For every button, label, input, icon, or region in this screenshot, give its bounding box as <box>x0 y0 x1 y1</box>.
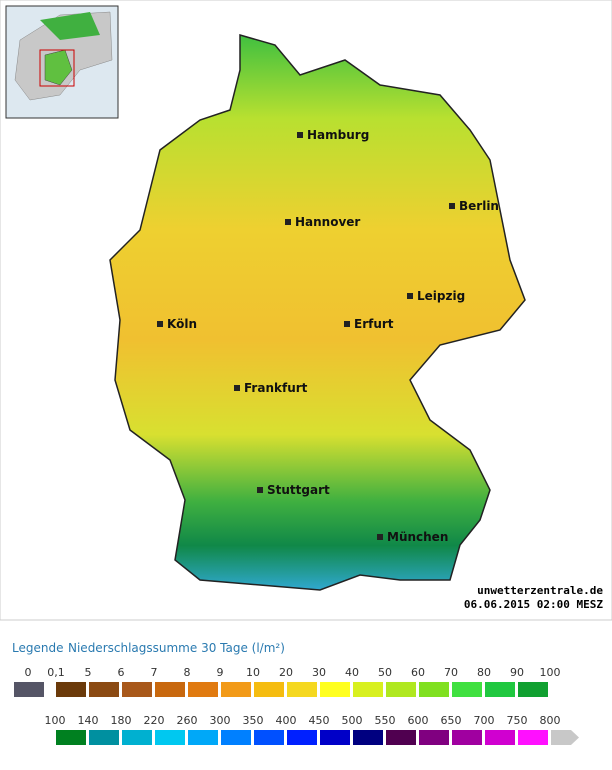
legend-swatch <box>287 730 317 745</box>
city-marker <box>234 385 240 391</box>
legend-swatch <box>518 682 548 697</box>
legend-label: 10 <box>246 666 260 679</box>
city-marker <box>344 321 350 327</box>
legend-label: 180 <box>111 714 132 727</box>
legend-label: 90 <box>510 666 524 679</box>
city-label: Hannover <box>295 215 360 229</box>
city-marker <box>407 293 413 299</box>
legend-label: 100 <box>45 714 66 727</box>
legend-label: 0 <box>25 666 32 679</box>
legend-swatch <box>320 682 350 697</box>
germany <box>109 34 526 591</box>
city-label: Erfurt <box>354 317 394 331</box>
inset-map <box>5 5 119 119</box>
legend-swatch <box>353 730 383 745</box>
city-label: Stuttgart <box>267 483 330 497</box>
legend-swatch <box>353 682 383 697</box>
legend-label: 220 <box>144 714 165 727</box>
legend-title: Legende <box>12 641 63 655</box>
legend-label: 140 <box>78 714 99 727</box>
legend-swatch <box>386 730 416 745</box>
legend-swatch <box>452 730 482 745</box>
legend-swatch <box>221 682 251 697</box>
legend-swatch <box>419 682 449 697</box>
legend-swatch <box>518 730 548 745</box>
legend-swatch <box>14 682 44 697</box>
legend-label: 700 <box>474 714 495 727</box>
legend-label: 0,1 <box>47 666 65 679</box>
legend-label: 8 <box>184 666 191 679</box>
legend-swatch <box>386 682 416 697</box>
legend-label: 300 <box>210 714 231 727</box>
legend-swatch <box>485 682 515 697</box>
legend-swatch <box>155 730 185 745</box>
legend-swatch <box>254 682 284 697</box>
legend-swatch <box>122 682 152 697</box>
legend-swatch <box>485 730 515 745</box>
watermark: unwetterzentrale.de <box>477 584 603 597</box>
legend-swatch <box>56 682 86 697</box>
legend-label: 500 <box>342 714 363 727</box>
legend-label: 350 <box>243 714 264 727</box>
legend-label: 40 <box>345 666 359 679</box>
legend-swatch <box>320 730 350 745</box>
legend-swatch <box>188 730 218 745</box>
legend-label: 450 <box>309 714 330 727</box>
legend-swatch <box>452 682 482 697</box>
legend-label: 400 <box>276 714 297 727</box>
legend-swatch <box>56 730 86 745</box>
legend-swatch <box>419 730 449 745</box>
legend-label: 9 <box>217 666 224 679</box>
legend-subtitle: Niederschlagssumme 30 Tage (l/m²) <box>68 641 285 655</box>
legend-label: 800 <box>540 714 561 727</box>
legend-label: 750 <box>507 714 528 727</box>
legend-label: 6 <box>118 666 125 679</box>
legend-label: 5 <box>85 666 92 679</box>
legend-label: 20 <box>279 666 293 679</box>
city-marker <box>157 321 163 327</box>
legend-label: 50 <box>378 666 392 679</box>
legend-label: 70 <box>444 666 458 679</box>
city-marker <box>449 203 455 209</box>
city-label: Berlin <box>459 199 499 213</box>
legend-swatch <box>188 682 218 697</box>
legend-label: 100 <box>540 666 561 679</box>
timestamp: 06.06.2015 02:00 MESZ <box>464 598 603 611</box>
legend-label: 550 <box>375 714 396 727</box>
city-marker <box>377 534 383 540</box>
legend-swatch <box>221 730 251 745</box>
city-label: München <box>387 530 448 544</box>
legend-swatch <box>287 682 317 697</box>
legend-swatch <box>89 730 119 745</box>
city-label: Frankfurt <box>244 381 308 395</box>
legend-label: 260 <box>177 714 198 727</box>
legend-label: 7 <box>151 666 158 679</box>
city-marker <box>297 132 303 138</box>
city-label: Leipzig <box>417 289 465 303</box>
legend-arrow <box>551 730 579 745</box>
legend-label: 80 <box>477 666 491 679</box>
legend-swatch <box>254 730 284 745</box>
legend-swatch <box>122 730 152 745</box>
legend-swatch <box>89 682 119 697</box>
city-label: Köln <box>167 317 197 331</box>
legend-label: 30 <box>312 666 326 679</box>
legend-label: 600 <box>408 714 429 727</box>
legend-label: 650 <box>441 714 462 727</box>
city-marker <box>285 219 291 225</box>
legend-label: 60 <box>411 666 425 679</box>
city-label: Hamburg <box>307 128 369 142</box>
city-marker <box>257 487 263 493</box>
legend-swatch <box>155 682 185 697</box>
